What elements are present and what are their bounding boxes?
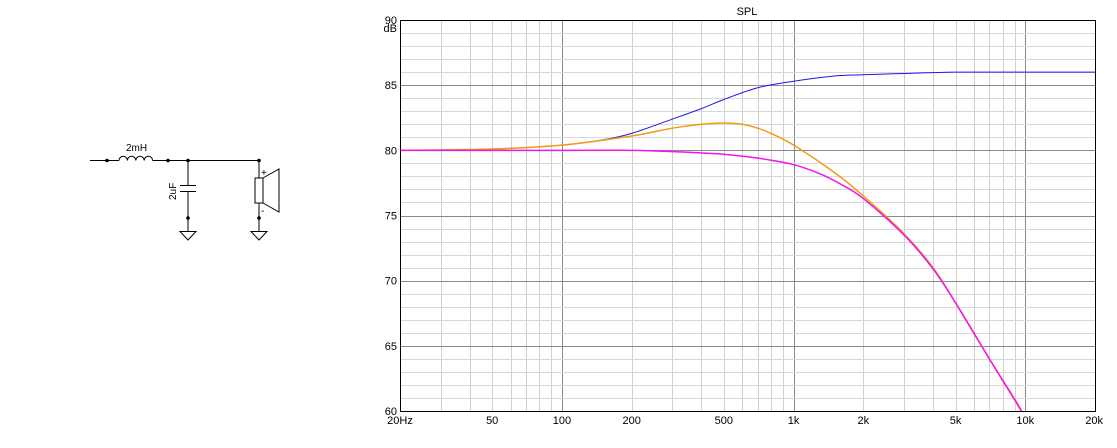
driver-plus-label: +	[261, 168, 267, 179]
y-tick-label-3: 75	[385, 211, 397, 223]
y-tick-label-2: 80	[385, 145, 397, 157]
inductor-symbol	[118, 155, 154, 161]
ground-symbol-left	[178, 231, 198, 241]
x-tick-label-5: 1k	[788, 415, 800, 427]
y-tick-label-6: 60	[385, 406, 397, 418]
chart-title: SPL	[737, 6, 758, 18]
grid-lines	[400, 20, 1095, 411]
x-tick-label-2: 100	[553, 415, 571, 427]
tick-labels: 20Hz 50 100 200 500 1k 2k 5k 10k 20k 90 85 80 75 70 65 6…	[385, 15, 1104, 427]
x-tick-label-1: 50	[486, 415, 498, 427]
x-tick-label-0: 20Hz	[387, 415, 413, 427]
y-tick-label-1: 85	[385, 80, 397, 92]
inductor-label: 2mH	[126, 143, 147, 154]
x-tick-label-6: 2k	[858, 415, 870, 427]
x-tick-label-8: 10k	[1016, 415, 1034, 427]
series-line-2	[400, 149, 1023, 411]
speaker-cone	[262, 168, 280, 213]
plot-frame	[400, 20, 1096, 412]
y-axis-unit: dB	[384, 23, 397, 35]
node-left	[166, 158, 170, 163]
x-tick-label-4: 500	[715, 415, 733, 427]
x-tick-label-3: 200	[622, 415, 640, 427]
series-lines	[400, 71, 1095, 411]
y-tick-label-5: 65	[385, 341, 397, 353]
ground-symbol-right	[249, 231, 269, 241]
x-tick-label-9: 20k	[1085, 415, 1103, 427]
y-tick-label-0: 90	[385, 15, 397, 27]
plot-area	[400, 20, 1095, 411]
y-tick-label-4: 70	[385, 276, 397, 288]
crossover-schematic: 2mH 2uF + -	[90, 143, 280, 241]
capacitor-label: 2uF	[168, 183, 179, 200]
x-tick-label-7: 5k	[950, 415, 962, 427]
driver-minus-label: -	[261, 206, 264, 217]
